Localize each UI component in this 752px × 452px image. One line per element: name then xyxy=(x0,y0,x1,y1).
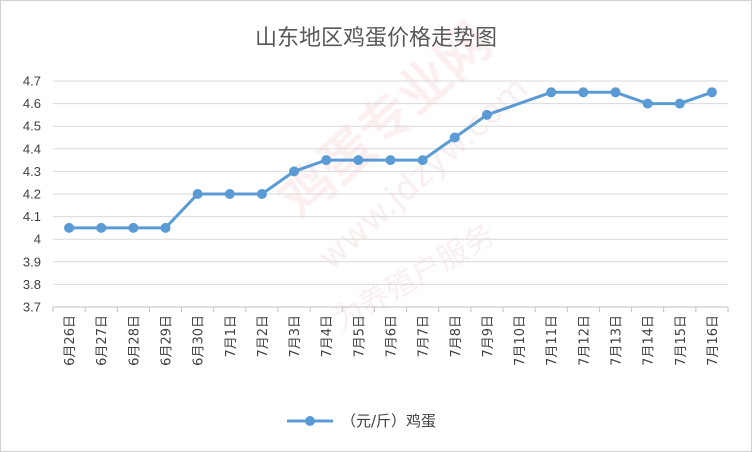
x-tick-label: 7月15日 xyxy=(674,315,689,366)
y-tick-label: 3.8 xyxy=(23,277,41,292)
data-point xyxy=(321,155,332,166)
x-axis-ticks: 6月26日 6月27日 6月28日 6月29日 6月30日 7月1日 7月2日 7月3日 7月4… xyxy=(52,307,729,366)
y-tick-label: 4.7 xyxy=(23,74,41,89)
x-tick-label: 6月26日 xyxy=(63,315,78,366)
data-point xyxy=(481,109,492,120)
y-tick-label: 3.9 xyxy=(23,254,41,269)
x-tick-label: 7月13日 xyxy=(610,315,625,366)
data-point xyxy=(674,98,685,109)
data-point xyxy=(417,155,428,166)
x-tick-label: 7月11日 xyxy=(545,315,560,366)
series-line xyxy=(69,90,713,230)
data-point xyxy=(706,87,717,98)
data-point xyxy=(289,166,300,177)
x-tick-label: 7月9日 xyxy=(481,315,496,358)
x-tick-label: 6月28日 xyxy=(127,315,142,366)
x-tick-label: 7月7日 xyxy=(417,315,432,358)
data-point xyxy=(385,155,396,166)
y-tick-label: 3.7 xyxy=(23,300,41,315)
x-tick-label: 7月6日 xyxy=(385,315,400,358)
data-point xyxy=(610,87,621,98)
data-point xyxy=(256,189,267,199)
y-tick-label: 4.5 xyxy=(23,119,41,134)
legend: （元/斤）鸡蛋 xyxy=(287,412,436,430)
x-tick-label: 7月8日 xyxy=(449,315,464,358)
data-point xyxy=(642,98,653,109)
x-tick-label: 6月27日 xyxy=(95,315,110,366)
x-tick-label: 7月5日 xyxy=(352,315,367,358)
legend-label: （元/斤）鸡蛋 xyxy=(341,412,436,430)
data-point xyxy=(64,222,75,233)
x-tick-label: 7月12日 xyxy=(577,315,592,366)
data-point xyxy=(96,222,107,233)
x-tick-label: 7月3日 xyxy=(288,315,303,358)
data-point xyxy=(449,132,460,143)
x-tick-label: 7月14日 xyxy=(642,315,657,366)
data-point xyxy=(224,189,235,199)
data-point xyxy=(192,189,203,199)
y-tick-label: 4.3 xyxy=(23,164,41,179)
y-tick-label: 4.2 xyxy=(23,187,41,202)
gridlines xyxy=(53,80,728,308)
x-tick-label: 7月1日 xyxy=(224,315,239,358)
y-tick-label: 4 xyxy=(34,232,41,247)
y-tick-label: 4.1 xyxy=(23,209,41,224)
chart-title: 山东地区鸡蛋价格走势图 xyxy=(255,26,497,51)
y-axis-ticks: 3.7 3.8 3.9 4 4.1 4.2 4.3 4.4 4.5 4.6 4.7 xyxy=(23,74,41,315)
data-point xyxy=(546,87,557,98)
y-tick-label: 4.4 xyxy=(23,141,41,156)
series-layer xyxy=(64,87,717,233)
x-tick-label: 7月10日 xyxy=(513,315,528,366)
x-tick-label: 7月4日 xyxy=(320,315,335,358)
x-tick-label: 7月2日 xyxy=(256,315,271,358)
x-tick-label: 6月30日 xyxy=(192,315,207,366)
data-point xyxy=(128,222,139,233)
data-point xyxy=(353,155,364,166)
legend-marker-swatch xyxy=(305,416,315,426)
data-point xyxy=(160,222,171,233)
data-point xyxy=(578,87,589,98)
y-tick-label: 4.6 xyxy=(23,96,41,111)
watermark: 鸡蛋专业网 www.jdzyw.com 为养殖户服务 xyxy=(270,12,537,338)
x-tick-label: 7月16日 xyxy=(706,315,721,366)
x-tick-label: 6月29日 xyxy=(160,315,175,366)
